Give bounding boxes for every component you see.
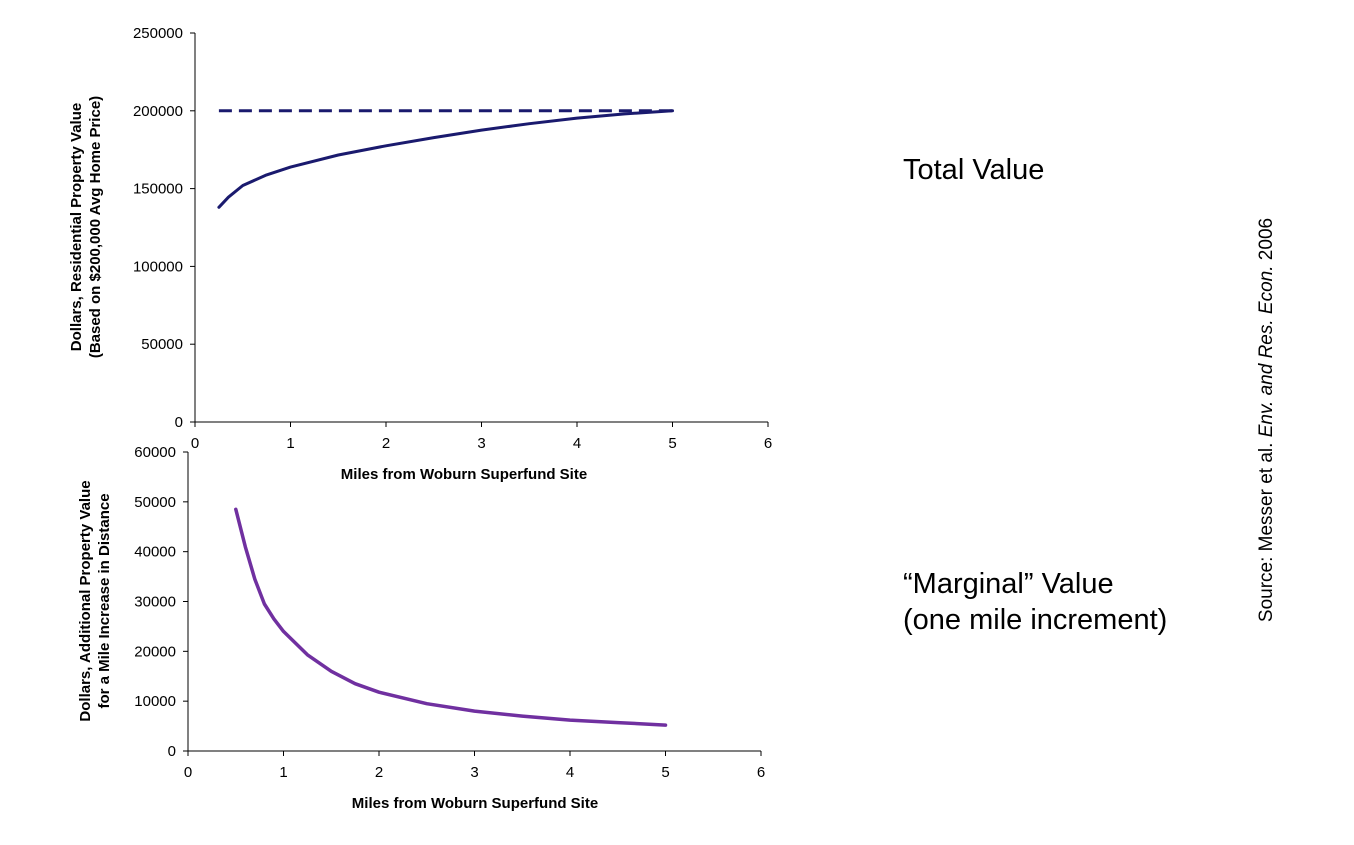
total-y-axis-label-line: (Based on $200,000 Avg Home Price) bbox=[87, 96, 104, 358]
source-year: 2006 bbox=[1256, 217, 1277, 261]
total-x-tick-label: 6 bbox=[764, 435, 772, 452]
marginal-x-tick-label: 0 bbox=[184, 764, 192, 781]
total-x-tick-label: 2 bbox=[382, 435, 390, 452]
marginal-y-tick-label: 50000 bbox=[134, 494, 176, 511]
marginal-y-tick-label: 60000 bbox=[134, 444, 176, 461]
marginal-x-tick-label: 5 bbox=[661, 764, 669, 781]
marginal-x-tick-label: 4 bbox=[566, 764, 574, 781]
total-x-tick-label: 4 bbox=[573, 435, 581, 452]
total-y-tick-label: 200000 bbox=[133, 103, 183, 120]
marginal-x-tick-label: 1 bbox=[279, 764, 287, 781]
marginal-y-tick-label: 10000 bbox=[134, 693, 176, 710]
total-x-tick-label: 3 bbox=[477, 435, 485, 452]
total-x-tick-label: 1 bbox=[286, 435, 294, 452]
marginal-value-caption: “Marginal” Value (one mile increment) bbox=[903, 566, 1167, 638]
total-x-tick-label: 5 bbox=[668, 435, 676, 452]
total-x-tick-label: 0 bbox=[191, 435, 199, 452]
marginal-y-tick-label: 20000 bbox=[134, 643, 176, 660]
marginal-y-axis-label-line: Dollars, Additional Property Value bbox=[77, 480, 94, 721]
source-journal: Env. and Res. Econ. bbox=[1256, 265, 1277, 438]
total-series-solid-line bbox=[217, 109, 674, 209]
total-value-caption: Total Value bbox=[903, 154, 1045, 186]
total-y-axis-label-line: Dollars, Residential Property Value bbox=[68, 103, 85, 351]
total-y-tick-label: 50000 bbox=[141, 336, 183, 353]
total-chart: 0 50000 100000 150000 200000 250000 0 1 2 3 4 5 6 Mil… bbox=[68, 25, 772, 483]
marginal-y-axis-label-line: for a Mile Increase in Distance bbox=[96, 493, 113, 708]
marginal-x-axis-label: Miles from Woburn Superfund Site bbox=[352, 795, 598, 812]
source-citation: Source: Messer et al. Env. and Res. Econ… bbox=[1256, 218, 1278, 622]
source-prefix: Source: Messer et al. bbox=[1256, 442, 1277, 623]
total-y-tick-label: 100000 bbox=[133, 258, 183, 275]
total-y-tick-label: 150000 bbox=[133, 181, 183, 198]
marginal-value-caption-line2: (one mile increment) bbox=[903, 604, 1168, 636]
marginal-x-tick-label: 3 bbox=[470, 764, 478, 781]
marginal-value-caption-line1: “Marginal” Value bbox=[903, 568, 1114, 600]
marginal-x-tick-label: 2 bbox=[375, 764, 383, 781]
marginal-chart: 0 10000 20000 30000 40000 50000 60000 0 1 2 3 4 5 6 Mi… bbox=[77, 444, 765, 812]
marginal-y-tick-label: 30000 bbox=[134, 594, 176, 611]
marginal-y-tick-label: 0 bbox=[168, 743, 176, 760]
marginal-series-solid-line bbox=[234, 507, 668, 727]
total-y-tick-label: 0 bbox=[175, 414, 183, 431]
total-x-axis-label: Miles from Woburn Superfund Site bbox=[341, 466, 587, 483]
marginal-y-tick-label: 40000 bbox=[134, 544, 176, 561]
marginal-x-tick-label: 6 bbox=[757, 764, 765, 781]
total-y-tick-label: 250000 bbox=[133, 25, 183, 42]
